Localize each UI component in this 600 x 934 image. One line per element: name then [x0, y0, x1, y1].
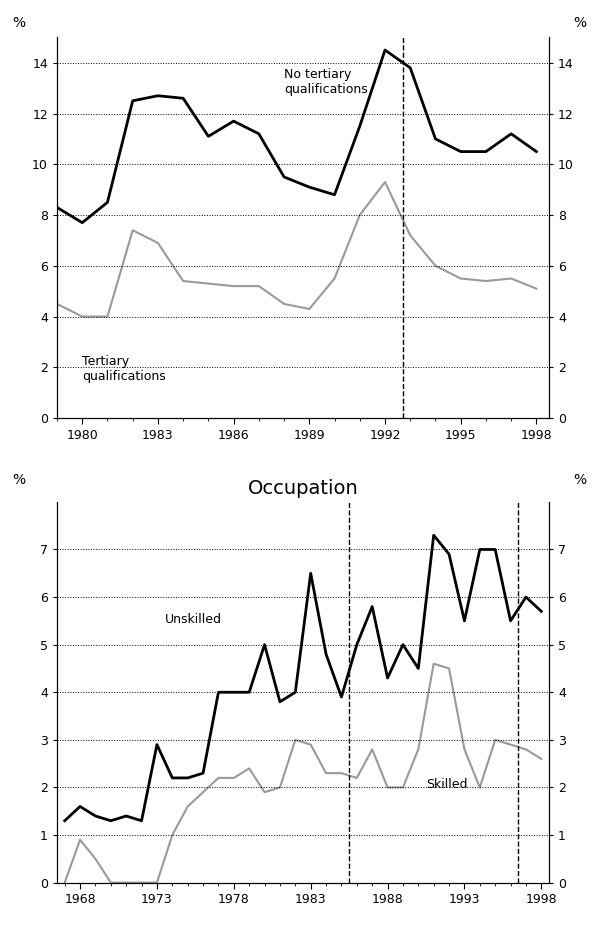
- Title: Occupation: Occupation: [248, 478, 358, 498]
- Text: %: %: [13, 473, 26, 487]
- Text: Skilled: Skilled: [426, 778, 467, 791]
- Text: %: %: [13, 16, 26, 30]
- Text: Unskilled: Unskilled: [164, 613, 221, 626]
- Text: No tertiary
qualifications: No tertiary qualifications: [284, 68, 368, 96]
- Text: %: %: [573, 473, 586, 487]
- Text: Tertiary
qualifications: Tertiary qualifications: [82, 355, 166, 383]
- Text: %: %: [573, 16, 586, 30]
